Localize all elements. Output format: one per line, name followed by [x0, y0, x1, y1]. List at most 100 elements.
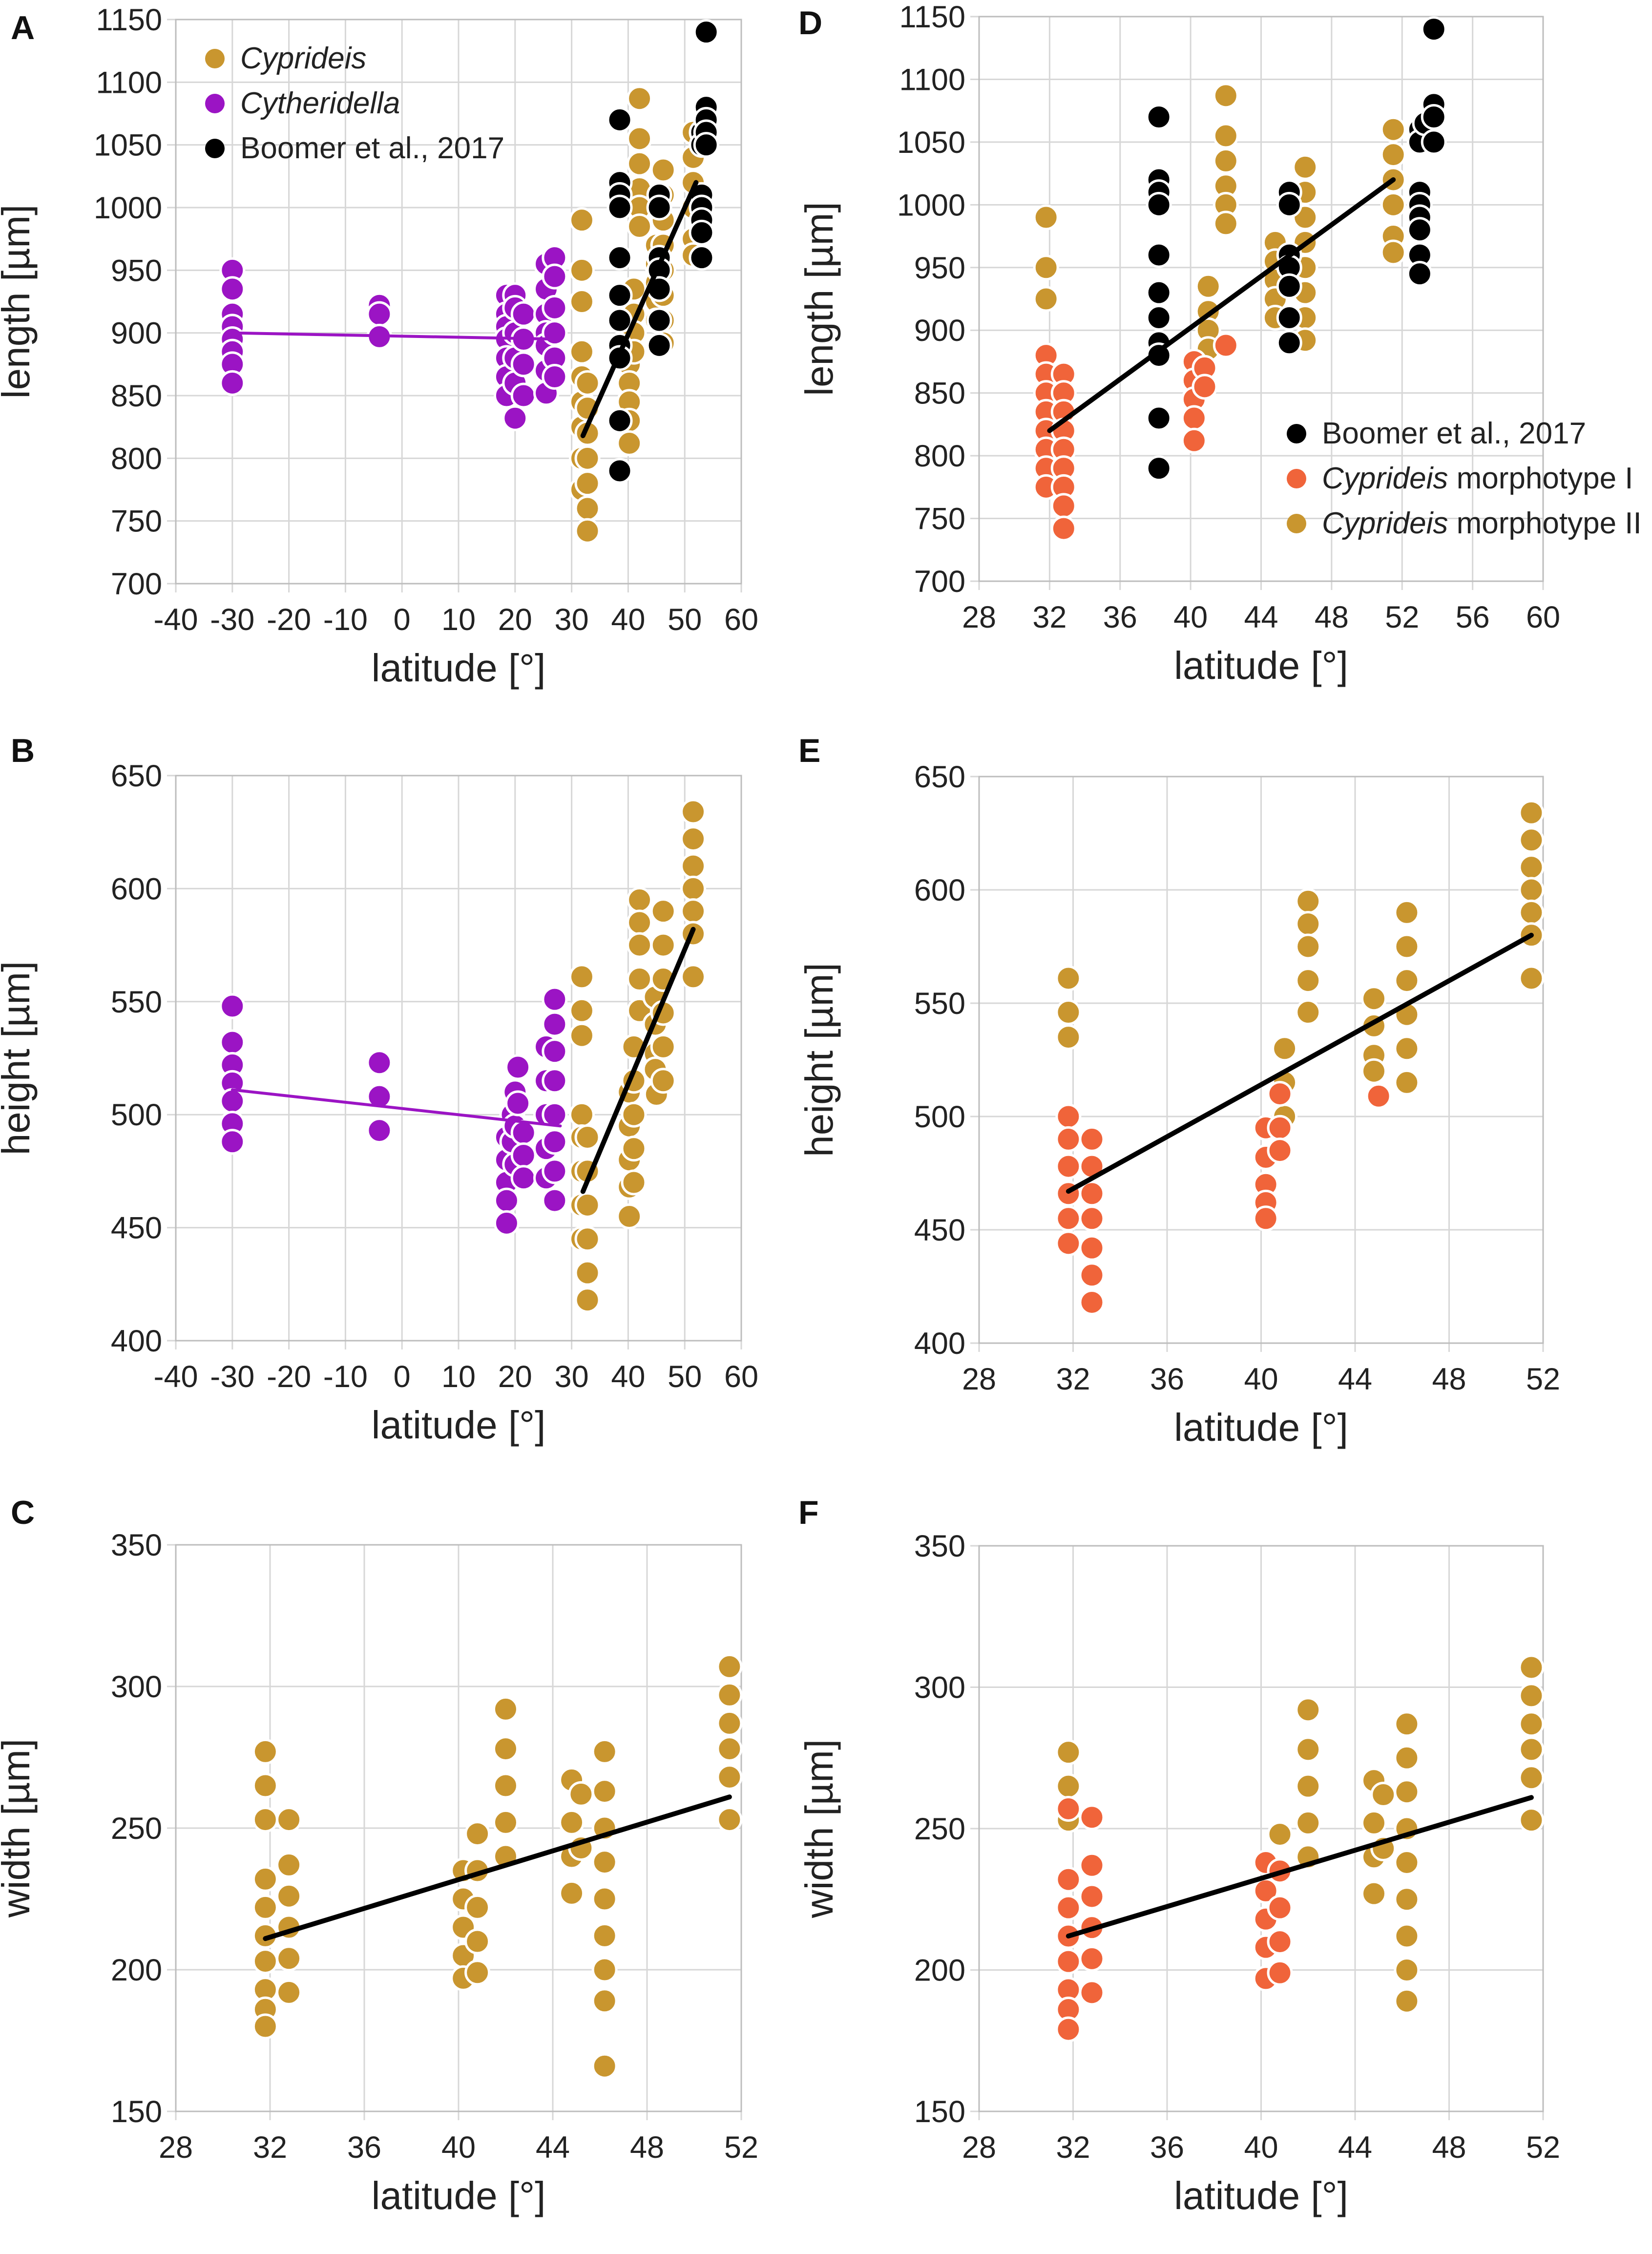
x-tick-label: 32	[253, 2130, 287, 2165]
x-tick-label: -10	[323, 1360, 368, 1394]
data-point-cyprideis-morphotype-ii	[1272, 1035, 1298, 1062]
x-tick-label: 28	[159, 2130, 193, 2165]
data-point-cytheridella	[366, 1117, 393, 1144]
data-point-cyprideis-morphotype-i	[1055, 1103, 1082, 1130]
legend-marker	[1287, 424, 1306, 443]
data-point-cytheridella	[510, 382, 537, 409]
data-point-cytheridella	[219, 993, 246, 1019]
y-tick-label: 600	[111, 872, 162, 906]
x-tick-label: 10	[441, 1360, 476, 1394]
y-axis-label: width [µm]	[797, 1739, 841, 1918]
x-tick-label: 28	[962, 2130, 996, 2165]
data-point-cyprideis-morphotype-ii	[1380, 191, 1406, 218]
data-point-boomer-et-al-2017	[1276, 330, 1302, 356]
data-point-cyprideis	[627, 909, 653, 936]
legend-entry: Cyprideis morphotype II	[1322, 506, 1642, 540]
x-tick-label: -20	[267, 1360, 311, 1394]
x-tick-label: 52	[1526, 2130, 1560, 2165]
legend-entry: Cytheridella	[240, 86, 400, 120]
data-point-boomer-et-al-2017	[1276, 305, 1302, 331]
data-point-cyprideis-morphotype-i	[1055, 1895, 1082, 1921]
data-point-cyprideis	[574, 1287, 601, 1313]
data-point-boomer-et-al-2017	[606, 106, 633, 133]
data-point-cyprideis-morphotype-ii	[1394, 1745, 1420, 1771]
data-point-cyprideis-morphotype-i	[1267, 1895, 1293, 1921]
y-tick-label: 850	[914, 377, 965, 411]
data-point-cytheridella	[219, 1029, 246, 1055]
x-axis-label: latitude [°]	[372, 2174, 546, 2217]
data-point-cyprideis	[574, 470, 601, 497]
data-point-cytheridella	[505, 1054, 531, 1080]
plot-frame	[978, 1545, 1544, 2112]
data-point-cyprideis-morphotype-i	[1055, 2016, 1082, 2043]
x-tick-label: -10	[323, 603, 368, 637]
data-point-cyprideis	[276, 1883, 302, 1909]
data-point-cyprideis	[568, 1101, 595, 1128]
data-point-cyprideis-morphotype-ii	[1518, 1654, 1545, 1681]
panel-label: C	[11, 1494, 35, 1531]
data-point-cyprideis-morphotype-ii	[1518, 899, 1545, 926]
data-point-cyprideis-morphotype-ii	[1295, 888, 1321, 914]
x-tick-label: 0	[394, 603, 411, 637]
data-point-cyprideis-morphotype-i	[1055, 1205, 1082, 1232]
data-point-cytheridella	[493, 1210, 520, 1236]
y-tick-label: 750	[111, 505, 162, 539]
data-point-cyprideis-morphotype-ii	[1295, 968, 1321, 994]
x-axis-label: latitude [°]	[372, 646, 546, 690]
data-point-cytheridella	[542, 1101, 568, 1128]
data-point-boomer-et-al-2017	[646, 332, 672, 358]
data-point-cyprideis-morphotype-i	[1050, 515, 1077, 542]
legend-entry: Cyprideis	[240, 42, 366, 75]
data-point-cytheridella	[219, 276, 246, 302]
data-point-cyprideis	[716, 1764, 743, 1791]
data-point-cyprideis	[591, 1922, 618, 1949]
y-tick-label: 150	[111, 2095, 162, 2129]
data-point-cyprideis	[621, 1169, 647, 1196]
data-point-cyprideis-morphotype-ii	[1213, 83, 1239, 109]
data-point-cyprideis	[621, 1136, 647, 1162]
data-point-cyprideis	[591, 1778, 618, 1805]
data-point-boomer-et-al-2017	[606, 194, 633, 221]
x-tick-label: 48	[630, 2130, 664, 2165]
data-point-cyprideis-morphotype-ii	[1033, 254, 1059, 281]
data-point-cyprideis	[276, 1807, 302, 1833]
panel-label: B	[11, 732, 35, 769]
x-tick-label: 52	[724, 2130, 758, 2165]
y-tick-label: 550	[111, 985, 162, 1019]
y-tick-label: 1000	[94, 191, 162, 225]
y-tick-label: 1150	[899, 0, 965, 34]
data-point-cyprideis-morphotype-i	[1181, 405, 1207, 431]
data-point-cyprideis-morphotype-ii	[1380, 116, 1406, 143]
data-point-cyprideis-morphotype-ii	[1518, 800, 1545, 826]
data-point-cytheridella	[542, 263, 568, 290]
data-point-cyprideis	[276, 1945, 302, 1972]
data-point-cyprideis-morphotype-i	[1079, 1804, 1105, 1831]
y-tick-label: 900	[914, 314, 965, 348]
data-point-cyprideis-morphotype-ii	[1394, 899, 1420, 926]
x-tick-label: 50	[668, 603, 702, 637]
data-point-cyprideis-morphotype-ii	[1295, 1736, 1321, 1763]
y-tick-label: 650	[914, 760, 965, 794]
data-point-cyprideis	[493, 1736, 519, 1762]
y-tick-label: 500	[111, 1098, 162, 1132]
data-point-cyprideis-morphotype-i	[1079, 1262, 1105, 1288]
data-point-cyprideis	[464, 1821, 491, 1847]
legend-marker	[1287, 514, 1306, 533]
x-tick-label: 36	[347, 2130, 381, 2165]
data-point-cyprideis-morphotype-i	[1079, 1205, 1105, 1232]
y-tick-label: 700	[914, 565, 965, 599]
y-tick-label: 450	[111, 1211, 162, 1245]
data-point-cyprideis	[716, 1682, 743, 1708]
data-point-boomer-et-al-2017	[1146, 191, 1172, 218]
panel-C: C 28 32 36 40 44 48 52 150 200 250 300 350 latitude […	[0, 1494, 758, 2217]
x-tick-label: -40	[153, 603, 198, 637]
data-point-cyprideis-morphotype-ii	[1213, 147, 1239, 174]
data-point-cyprideis	[716, 1710, 743, 1736]
y-axis-label: height [µm]	[0, 961, 38, 1155]
legend-entry: Boomer et al., 2017	[1322, 417, 1586, 450]
data-point-cyprideis	[680, 875, 707, 902]
x-tick-label: 40	[611, 603, 645, 637]
data-point-cyprideis	[621, 1101, 647, 1128]
x-tick-label: 40	[611, 1360, 645, 1394]
